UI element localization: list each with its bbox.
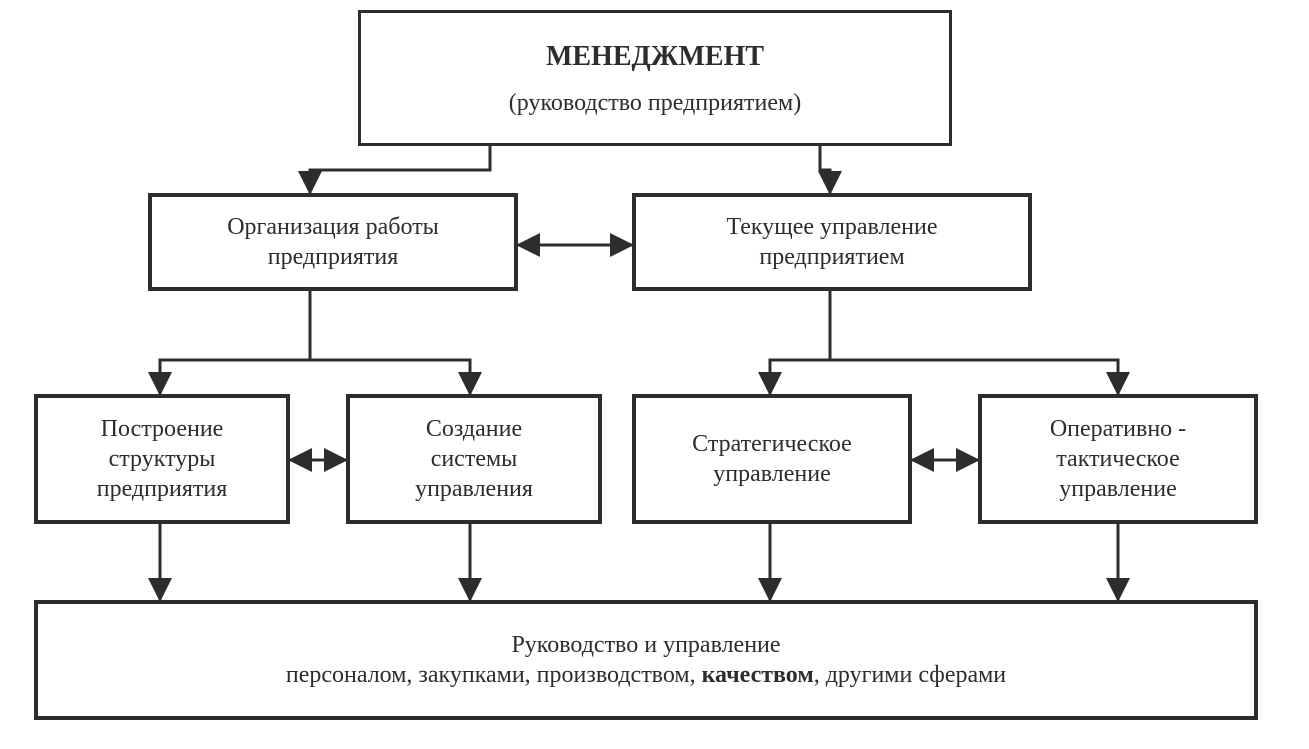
bottom-line2b: качеством xyxy=(702,662,814,688)
node-leadership-management: Руководство и управление персоналом, зак… xyxy=(34,600,1258,720)
text-line: предприятия xyxy=(97,474,228,504)
node-management-root: МЕНЕДЖМЕНТ (руководство предприятием) xyxy=(358,10,952,146)
text-line: Оперативно - xyxy=(1050,414,1186,444)
root-subtitle: (руководство предприятием) xyxy=(509,88,801,118)
node-organization-work: Организация работы предприятия xyxy=(148,193,518,291)
text-line: управление xyxy=(1059,474,1176,504)
text-line: управления xyxy=(415,474,533,504)
text-line: Стратегическое xyxy=(692,429,852,459)
text-line: предприятием xyxy=(759,242,904,272)
text-line: предприятия xyxy=(268,242,399,272)
edge-left-to-ll xyxy=(160,291,310,394)
diagram-canvas: МЕНЕДЖМЕНТ (руководство предприятием) Ор… xyxy=(0,0,1309,749)
text-line: структуры xyxy=(109,444,216,474)
text-line: тактическое xyxy=(1056,444,1179,474)
bottom-line2a: персоналом, закупками, производством, xyxy=(286,662,702,688)
bottom-line2c: , другими сферами xyxy=(814,662,1006,688)
node-operational-tactical: Оперативно - тактическое управление xyxy=(978,394,1258,524)
root-title: МЕНЕДЖМЕНТ xyxy=(546,39,764,74)
edge-left-to-lr xyxy=(310,291,470,394)
node-structure-building: Построение структуры предприятия xyxy=(34,394,290,524)
text-line: системы xyxy=(431,444,518,474)
edge-right-to-rl xyxy=(770,291,830,394)
node-management-system: Создание системы управления xyxy=(346,394,602,524)
node-strategic-management: Стратегическое управление xyxy=(632,394,912,524)
text-line: управление xyxy=(713,459,830,489)
bottom-line1: Руководство и управление xyxy=(511,630,780,660)
edge-root-to-right xyxy=(820,146,830,193)
node-current-management: Текущее управление предприятием xyxy=(632,193,1032,291)
edge-root-to-left xyxy=(310,146,490,193)
text-line: Текущее управление xyxy=(727,212,938,242)
text-line: Построение xyxy=(101,414,224,444)
edge-right-to-rr xyxy=(830,291,1118,394)
text-line: Организация работы xyxy=(227,212,439,242)
text-line: Создание xyxy=(426,414,522,444)
bottom-line2: персоналом, закупками, производством, ка… xyxy=(286,660,1006,690)
